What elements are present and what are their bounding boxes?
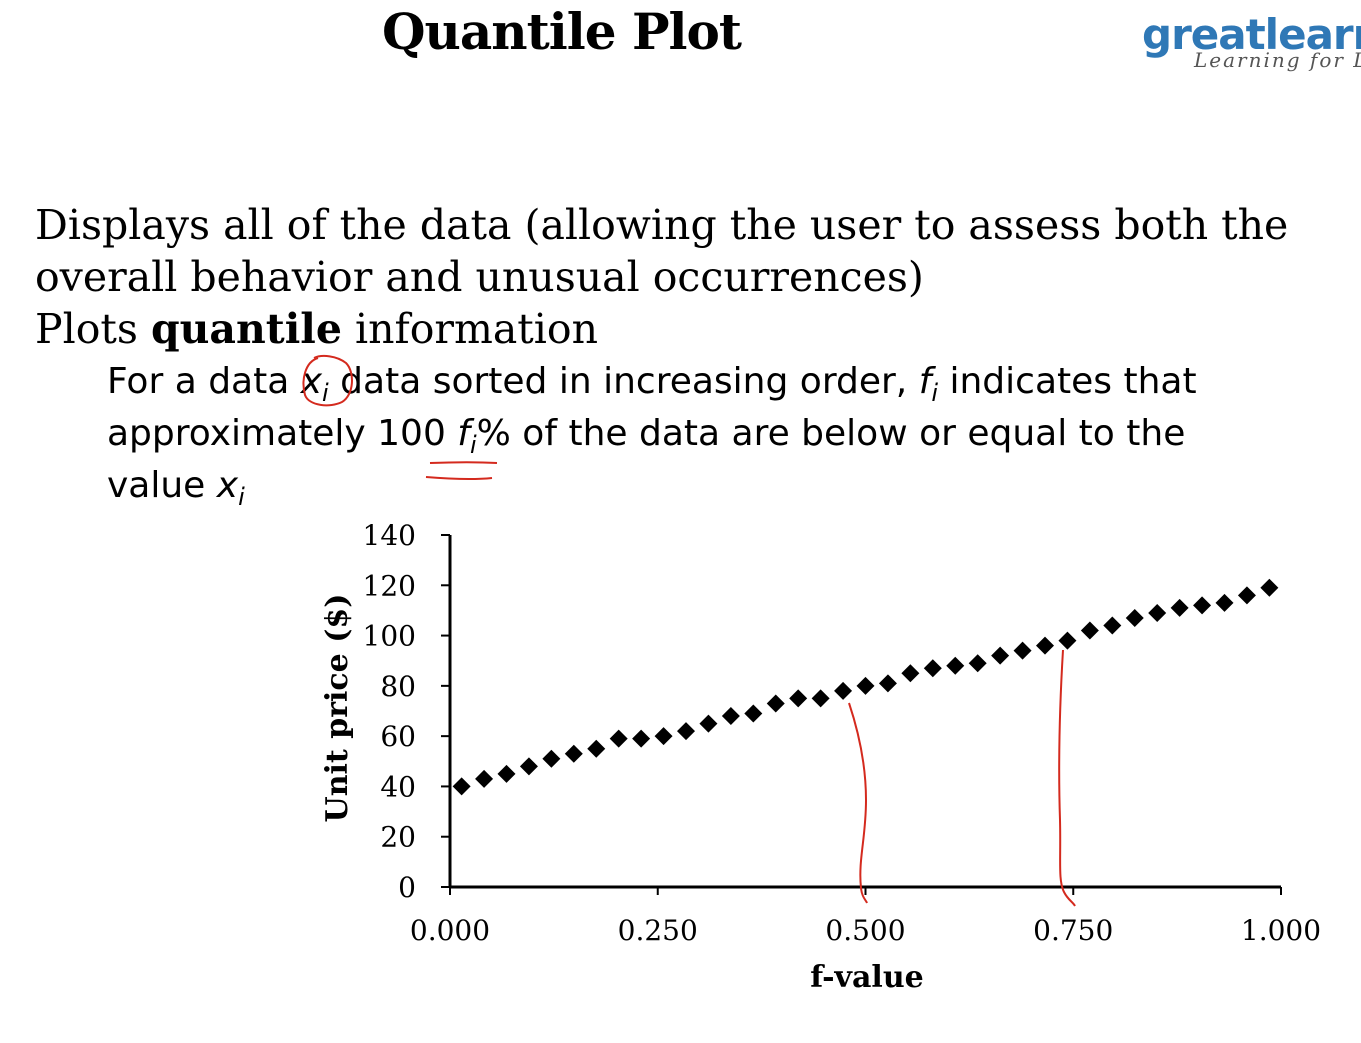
f-var: f	[918, 361, 932, 402]
data-point	[1148, 603, 1167, 622]
x-sub: i	[238, 483, 245, 512]
data-point	[834, 681, 853, 700]
x-variable: xi	[300, 361, 329, 407]
data-point	[1237, 586, 1256, 605]
data-point	[811, 689, 830, 708]
y-tick-label: 60	[380, 720, 416, 753]
data-point	[1260, 578, 1279, 597]
data-point	[1170, 598, 1189, 617]
x-tick-label: 0.250	[618, 914, 698, 947]
data-points	[452, 578, 1279, 796]
sub-bullet-line-3: value xi	[107, 464, 245, 519]
data-point	[677, 722, 696, 741]
data-point	[789, 689, 808, 708]
sub-text: indicates that	[938, 361, 1197, 402]
data-point	[1013, 641, 1032, 660]
data-point	[946, 656, 965, 675]
data-point	[744, 704, 763, 723]
logo-wordmark: greatlearn	[1142, 10, 1361, 59]
data-point	[564, 744, 583, 763]
data-point	[878, 674, 897, 693]
y-tick-label: 120	[363, 569, 416, 602]
y-axis-label: Unit price ($)	[320, 594, 355, 823]
x-tick-label: 0.000	[410, 914, 490, 947]
f-variable: fi	[457, 413, 476, 459]
bullet-2-text-before: Plots	[35, 305, 151, 353]
y-tick-label: 140	[363, 519, 416, 552]
sub-text: % of the data are below or equal to the	[476, 413, 1186, 454]
logo-tagline: Learning for L	[1194, 48, 1361, 72]
y-axis: 0 20 40 60 80 100 120 140	[363, 519, 452, 904]
data-point	[1080, 621, 1099, 640]
sub-bullet-line-1: For a data xi data sorted in increasing …	[107, 360, 1197, 415]
data-point	[1103, 616, 1122, 635]
x-axis-label: f-value	[810, 960, 923, 995]
bullet-2-text-after: information	[341, 305, 598, 353]
data-point	[721, 707, 740, 726]
data-point	[699, 714, 718, 733]
y-tick-label: 0	[398, 871, 416, 904]
data-point	[1215, 593, 1234, 612]
data-point	[587, 739, 606, 758]
f-sub: i	[469, 431, 477, 460]
sub-text: value	[107, 465, 217, 506]
bullet-2: Plots quantile information	[35, 304, 598, 354]
bullet-1-line-2: overall behavior and unusual occurrences…	[35, 253, 924, 301]
x-tick-label: 0.500	[825, 914, 905, 947]
x-var: x	[216, 465, 239, 506]
data-point	[1058, 631, 1077, 650]
data-point	[923, 659, 942, 678]
x-tick-label: 0.750	[1033, 914, 1113, 947]
greatlearning-logo: greatlearn Learning for L	[1142, 10, 1361, 76]
slide-title: Quantile Plot	[382, 2, 742, 61]
data-point	[542, 749, 561, 768]
underline-annotation	[425, 476, 493, 481]
bullet-1-line-1: Displays all of the data (allowing the u…	[35, 201, 1289, 249]
x-axis: 0.000 0.250 0.500 0.750 1.000	[410, 885, 1321, 947]
data-point	[475, 769, 494, 788]
sub-text: data sorted in increasing order,	[328, 361, 919, 402]
data-point	[766, 694, 785, 713]
data-point	[901, 664, 920, 683]
sub-text: approximately 100	[107, 413, 458, 454]
y-tick-label: 40	[380, 770, 416, 803]
data-point	[856, 676, 875, 695]
data-point	[497, 764, 516, 783]
x-sub: i	[322, 379, 329, 408]
quantile-plot-chart: 0 20 40 60 80 100 120 140 0.000 0.250 0.500 0.750 1…	[320, 519, 1321, 995]
x-tick-label: 1.000	[1241, 914, 1321, 947]
data-point	[1193, 596, 1212, 615]
f-var: f	[457, 413, 470, 454]
data-point	[654, 727, 673, 746]
data-point	[519, 757, 538, 776]
f-variable: fi	[918, 361, 938, 407]
f-sub: i	[931, 379, 939, 408]
y-tick-label: 80	[380, 670, 416, 703]
data-point	[609, 729, 628, 748]
data-point	[1035, 636, 1054, 655]
y-tick-label: 20	[380, 821, 416, 854]
bullet-2-bold: quantile	[150, 305, 342, 353]
x-var: x	[300, 361, 323, 402]
data-point	[991, 646, 1010, 665]
sub-text: For a data	[107, 361, 301, 402]
sub-bullet-line-2: approximately 100 fi% of the data are be…	[107, 412, 1185, 467]
data-point	[1125, 608, 1144, 627]
y-tick-label: 100	[363, 620, 416, 653]
data-point	[452, 777, 471, 796]
data-point	[968, 654, 987, 673]
x-variable: xi	[216, 465, 245, 511]
data-point	[632, 729, 651, 748]
